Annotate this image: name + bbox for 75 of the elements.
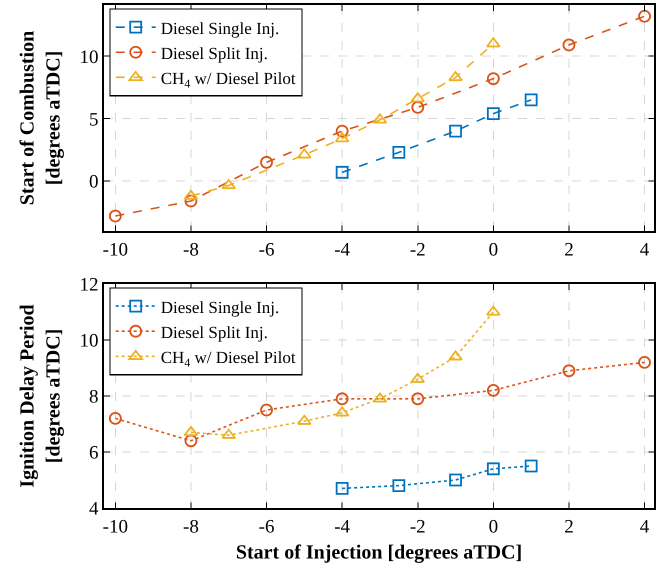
x-tick-label: 0 xyxy=(488,240,498,261)
point xyxy=(486,37,501,48)
point xyxy=(334,406,350,416)
point xyxy=(410,92,425,102)
x-tick-label: -6 xyxy=(258,516,274,538)
y-tick-label: 6 xyxy=(88,442,98,464)
x-tick-label: -8 xyxy=(183,516,199,538)
point xyxy=(638,10,651,23)
x-tick-label: 2 xyxy=(564,516,574,538)
point xyxy=(108,412,122,425)
point xyxy=(486,462,500,476)
x-tick-label: 2 xyxy=(564,240,574,261)
legend-label: CH$_{4}$ w/ Diesel Pilot xyxy=(160,348,296,370)
point xyxy=(221,428,236,439)
x-tick-label: -8 xyxy=(183,240,199,261)
point xyxy=(297,414,312,425)
point xyxy=(334,132,350,142)
x-tick-label: -10 xyxy=(102,516,128,538)
point xyxy=(221,179,236,190)
y-tick-label: 10 xyxy=(79,330,98,352)
y-axis-title: Ignition Delay Period [degrees aTDC] xyxy=(16,304,64,488)
x-tick-label: 4 xyxy=(640,516,650,538)
y-tick-label: 0 xyxy=(88,172,98,193)
y-tick-label: 10 xyxy=(79,46,98,68)
point xyxy=(562,38,576,52)
x-tick-label: 0 xyxy=(488,516,498,538)
point xyxy=(260,156,273,169)
point xyxy=(336,166,349,179)
x-tick-label: -2 xyxy=(410,516,426,538)
x-tick-label: 4 xyxy=(640,240,650,261)
point xyxy=(108,210,122,222)
point xyxy=(184,426,198,436)
x-tick-label: -2 xyxy=(410,240,426,261)
point xyxy=(260,404,273,416)
legend-label: Diesel Single Inj. xyxy=(160,298,280,317)
point xyxy=(392,146,406,159)
x-tick-label: -4 xyxy=(334,240,351,261)
x-axis-title: Start of Injection [degrees aTDC] xyxy=(236,542,522,564)
point xyxy=(449,124,462,138)
point xyxy=(524,94,538,106)
x-tick-label: -4 xyxy=(334,516,351,538)
y-tick-label: 12 xyxy=(79,274,98,296)
legend-label: CH$_{4}$ w/ Diesel Pilot xyxy=(160,68,296,91)
point xyxy=(524,460,538,472)
point xyxy=(372,113,388,124)
point xyxy=(336,392,349,406)
point xyxy=(297,148,312,158)
point xyxy=(486,107,500,120)
y-axis-title: Start of Combustion [degrees aTDC] xyxy=(16,30,64,206)
point xyxy=(411,392,424,406)
point xyxy=(184,434,198,448)
point xyxy=(392,479,406,492)
point xyxy=(448,71,463,82)
point xyxy=(486,72,500,86)
point xyxy=(184,194,198,208)
point xyxy=(411,100,424,114)
y-tick-label: 8 xyxy=(88,386,98,408)
point xyxy=(486,306,501,316)
legend-label: Diesel Split Inj. xyxy=(160,44,268,63)
legend-label: Diesel Single Inj. xyxy=(160,18,280,38)
point xyxy=(449,474,462,486)
point xyxy=(372,392,388,402)
point xyxy=(336,124,349,138)
legend-label: Diesel Split Inj. xyxy=(160,322,268,342)
point xyxy=(448,350,463,360)
x-tick-label: -6 xyxy=(258,240,274,261)
point xyxy=(410,372,425,383)
point xyxy=(336,482,349,495)
point xyxy=(184,190,198,200)
x-tick-label: -10 xyxy=(102,240,128,261)
y-tick-label: 5 xyxy=(88,109,98,130)
point xyxy=(638,356,651,369)
point xyxy=(486,384,500,397)
point xyxy=(562,364,576,378)
y-tick-label: 4 xyxy=(88,498,99,520)
